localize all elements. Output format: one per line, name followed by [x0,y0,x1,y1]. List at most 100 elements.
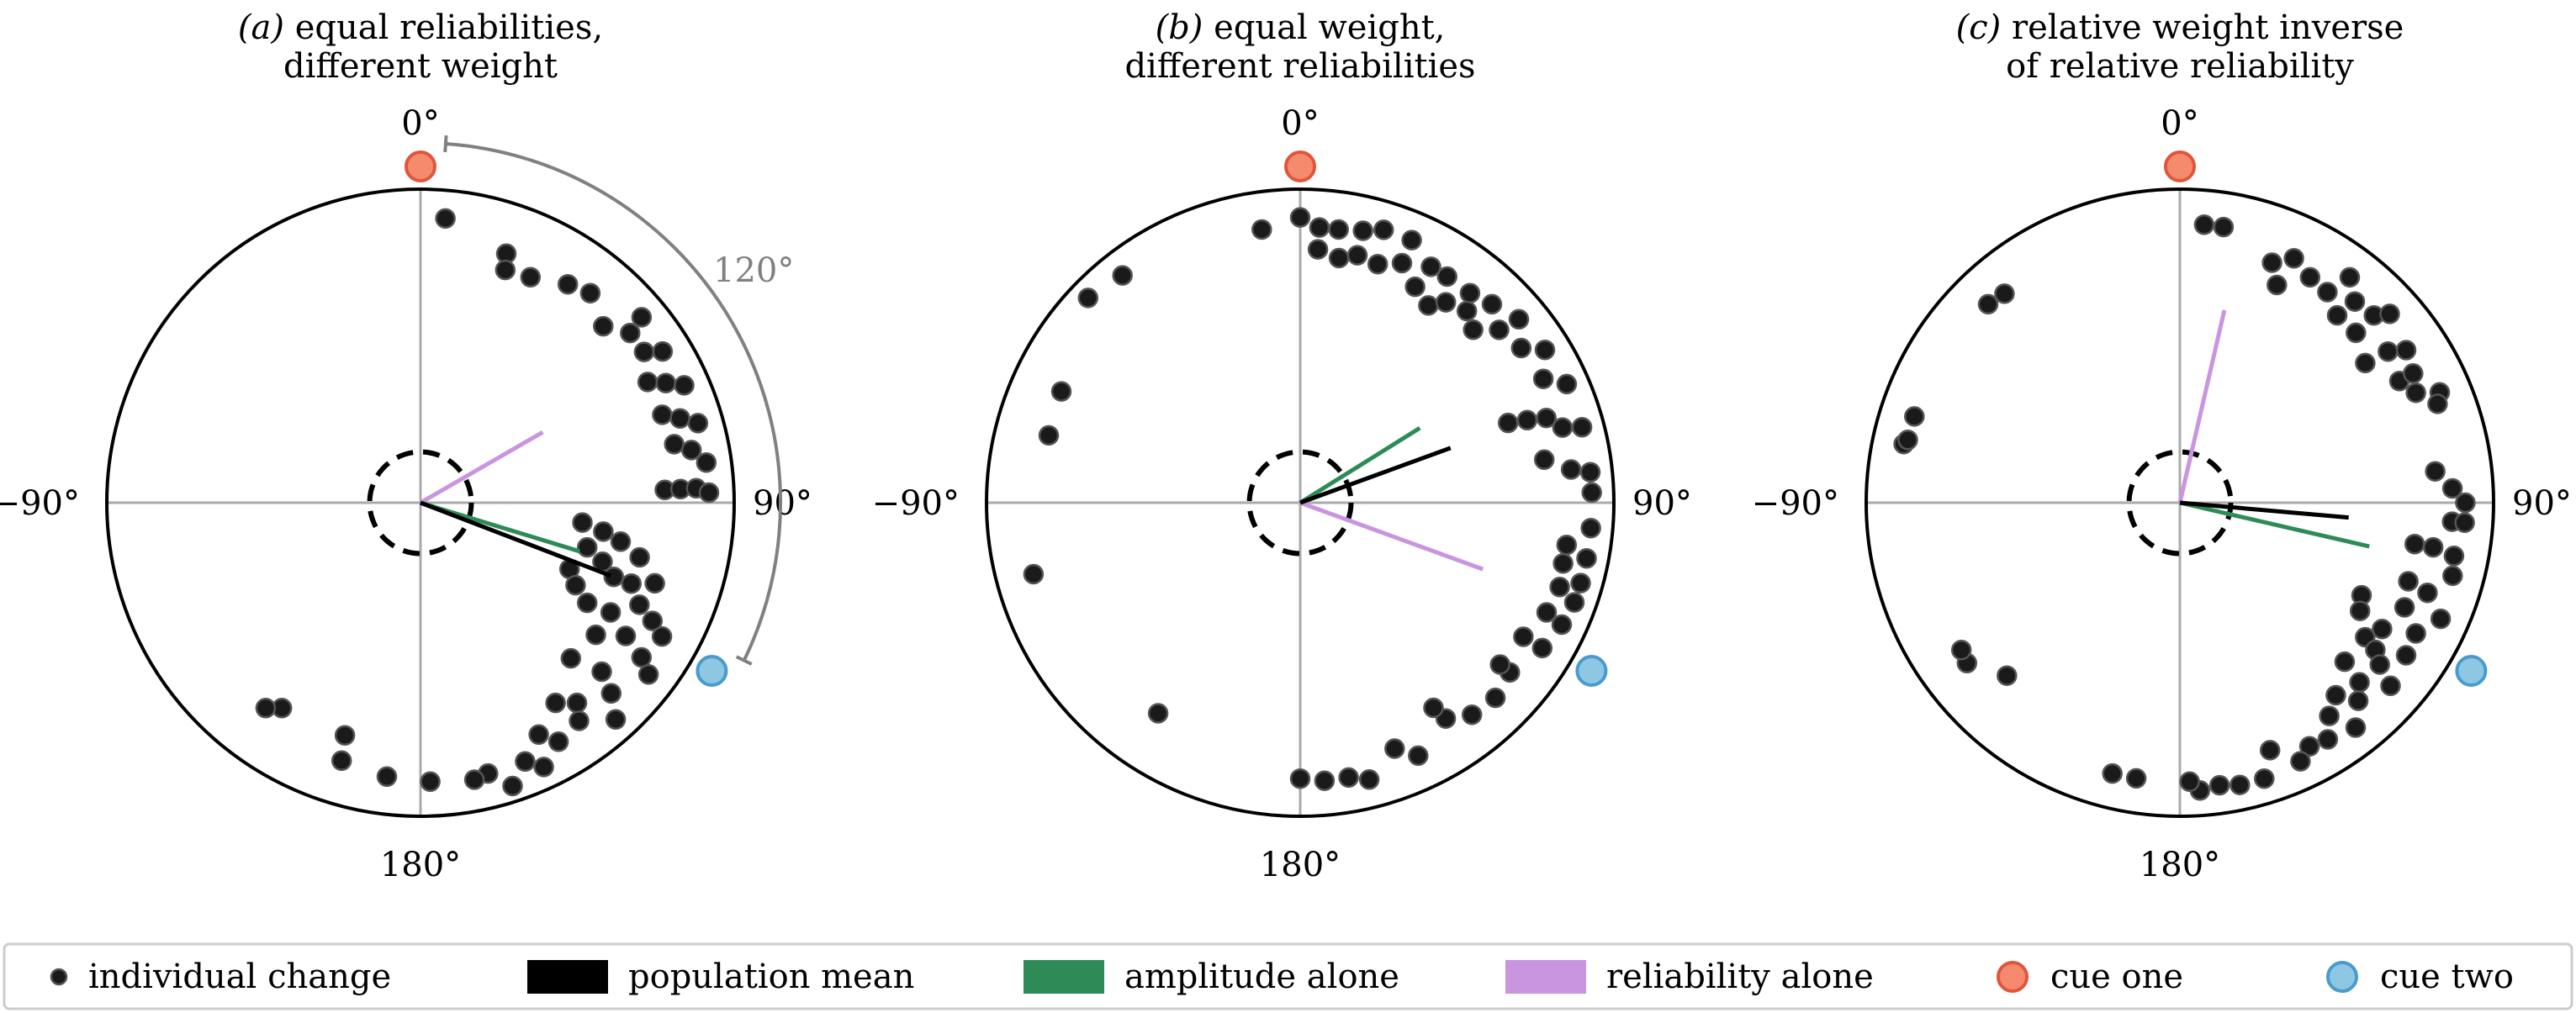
data-point [1551,614,1573,636]
data-point [1307,239,1329,260]
panel-a-cue-two-marker [696,655,728,687]
data-point [1489,654,1510,675]
data-point [2442,565,2463,587]
data-point [1289,207,1311,228]
data-point [593,315,614,337]
data-point [1038,425,1060,446]
data-point [652,340,674,362]
data-point [2355,352,2376,374]
panel-b-outer-circle [985,187,1616,818]
legend-cue-one-icon [1997,961,2029,993]
data-point [2379,303,2400,324]
data-point [1346,245,1368,266]
data-point [2283,248,2304,269]
legend: individual change population mean amplit… [3,942,2573,1010]
data-point [600,602,622,623]
panel-b-amplitude-alone-vector [1299,425,1421,505]
panel-c-cue-two-marker [2455,655,2488,687]
data-point [533,757,554,778]
panel-b-dashed-circle [1246,449,1354,557]
data-point [1481,293,1503,315]
data-point [2213,216,2235,238]
data-point [629,594,650,615]
data-point [591,661,612,683]
data-point [1338,767,1359,789]
legend-label-amplitude-alone: amplitude alone [1124,958,1399,996]
data-point [2454,512,2475,533]
data-point [696,451,717,473]
legend-item-amplitude-alone: amplitude alone [1024,958,1399,996]
panel-c-dashed-circle [2126,449,2234,557]
data-point [593,521,614,542]
data-point [1251,219,1272,240]
data-point [698,482,720,504]
panel-a-annotation-cap [443,135,448,153]
data-point [2378,340,2399,362]
panel-c-tick-neg90: −90° [1752,484,1839,523]
data-point [545,692,566,714]
data-point [495,259,516,281]
panel-c-tick-0: 0° [2161,104,2198,143]
data-point [2319,705,2340,726]
legend-amplitude-alone-swatch [1024,960,1104,994]
data-point [2395,645,2417,666]
panel-b-title-line2: different reliabilities [1124,47,1475,86]
panel-b-tick-neg90: −90° [872,484,960,523]
data-point [502,775,523,797]
data-point [1549,577,1570,598]
data-point [633,341,655,362]
data-point [651,625,673,647]
data-point [1456,300,1478,322]
data-point [637,372,659,393]
data-point [566,692,588,714]
data-point [331,750,352,772]
panel-c-title-text1: relative weight inverse [2012,8,2404,47]
data-point [1314,770,1336,791]
data-point [2422,536,2444,558]
data-point [2380,675,2401,697]
data-point [2403,363,2424,384]
data-point [652,404,673,425]
data-point [2325,684,2346,706]
data-point [1531,637,1553,659]
data-point [1576,547,1597,569]
legend-item-cue-one: cue one [1997,958,2183,996]
data-point [1289,768,1311,789]
panel-c-title-line2: of relative reliability [2006,47,2354,86]
data-point [1436,266,1457,288]
data-point [1563,592,1585,613]
data-point [1536,407,1557,429]
data-point [669,408,690,429]
legend-reliability-alone-swatch [1505,960,1586,994]
data-point [1147,703,1169,724]
data-point [1533,449,1555,471]
data-point [420,771,441,793]
data-point [2345,717,2367,738]
panel-a-tick-neg90: −90° [0,484,80,523]
legend-label-reliability-alone: reliability alone [1606,958,1874,996]
data-point [2398,571,2419,592]
data-point [528,724,549,746]
data-point [2347,690,2369,711]
data-point [2267,274,2288,296]
data-point [664,434,685,455]
data-point [655,372,676,393]
data-point [1532,368,1554,389]
data-point [557,273,579,295]
data-point [631,307,653,328]
legend-label-cue-one: cue one [2050,958,2183,996]
legend-frame [3,942,2573,1010]
data-point [1352,220,1373,241]
data-point [687,413,709,434]
data-point [585,624,606,646]
panel-b-title-prefix: (b) [1156,8,1203,47]
panel-c-title-prefix: (c) [1956,8,2002,47]
data-point [2369,654,2390,675]
legend-item-cue-two: cue two [2326,958,2514,996]
data-point [1050,381,1072,402]
data-point [1459,282,1481,303]
data-point [2299,266,2321,288]
data-point [1534,339,1556,361]
data-point [2326,304,2348,326]
